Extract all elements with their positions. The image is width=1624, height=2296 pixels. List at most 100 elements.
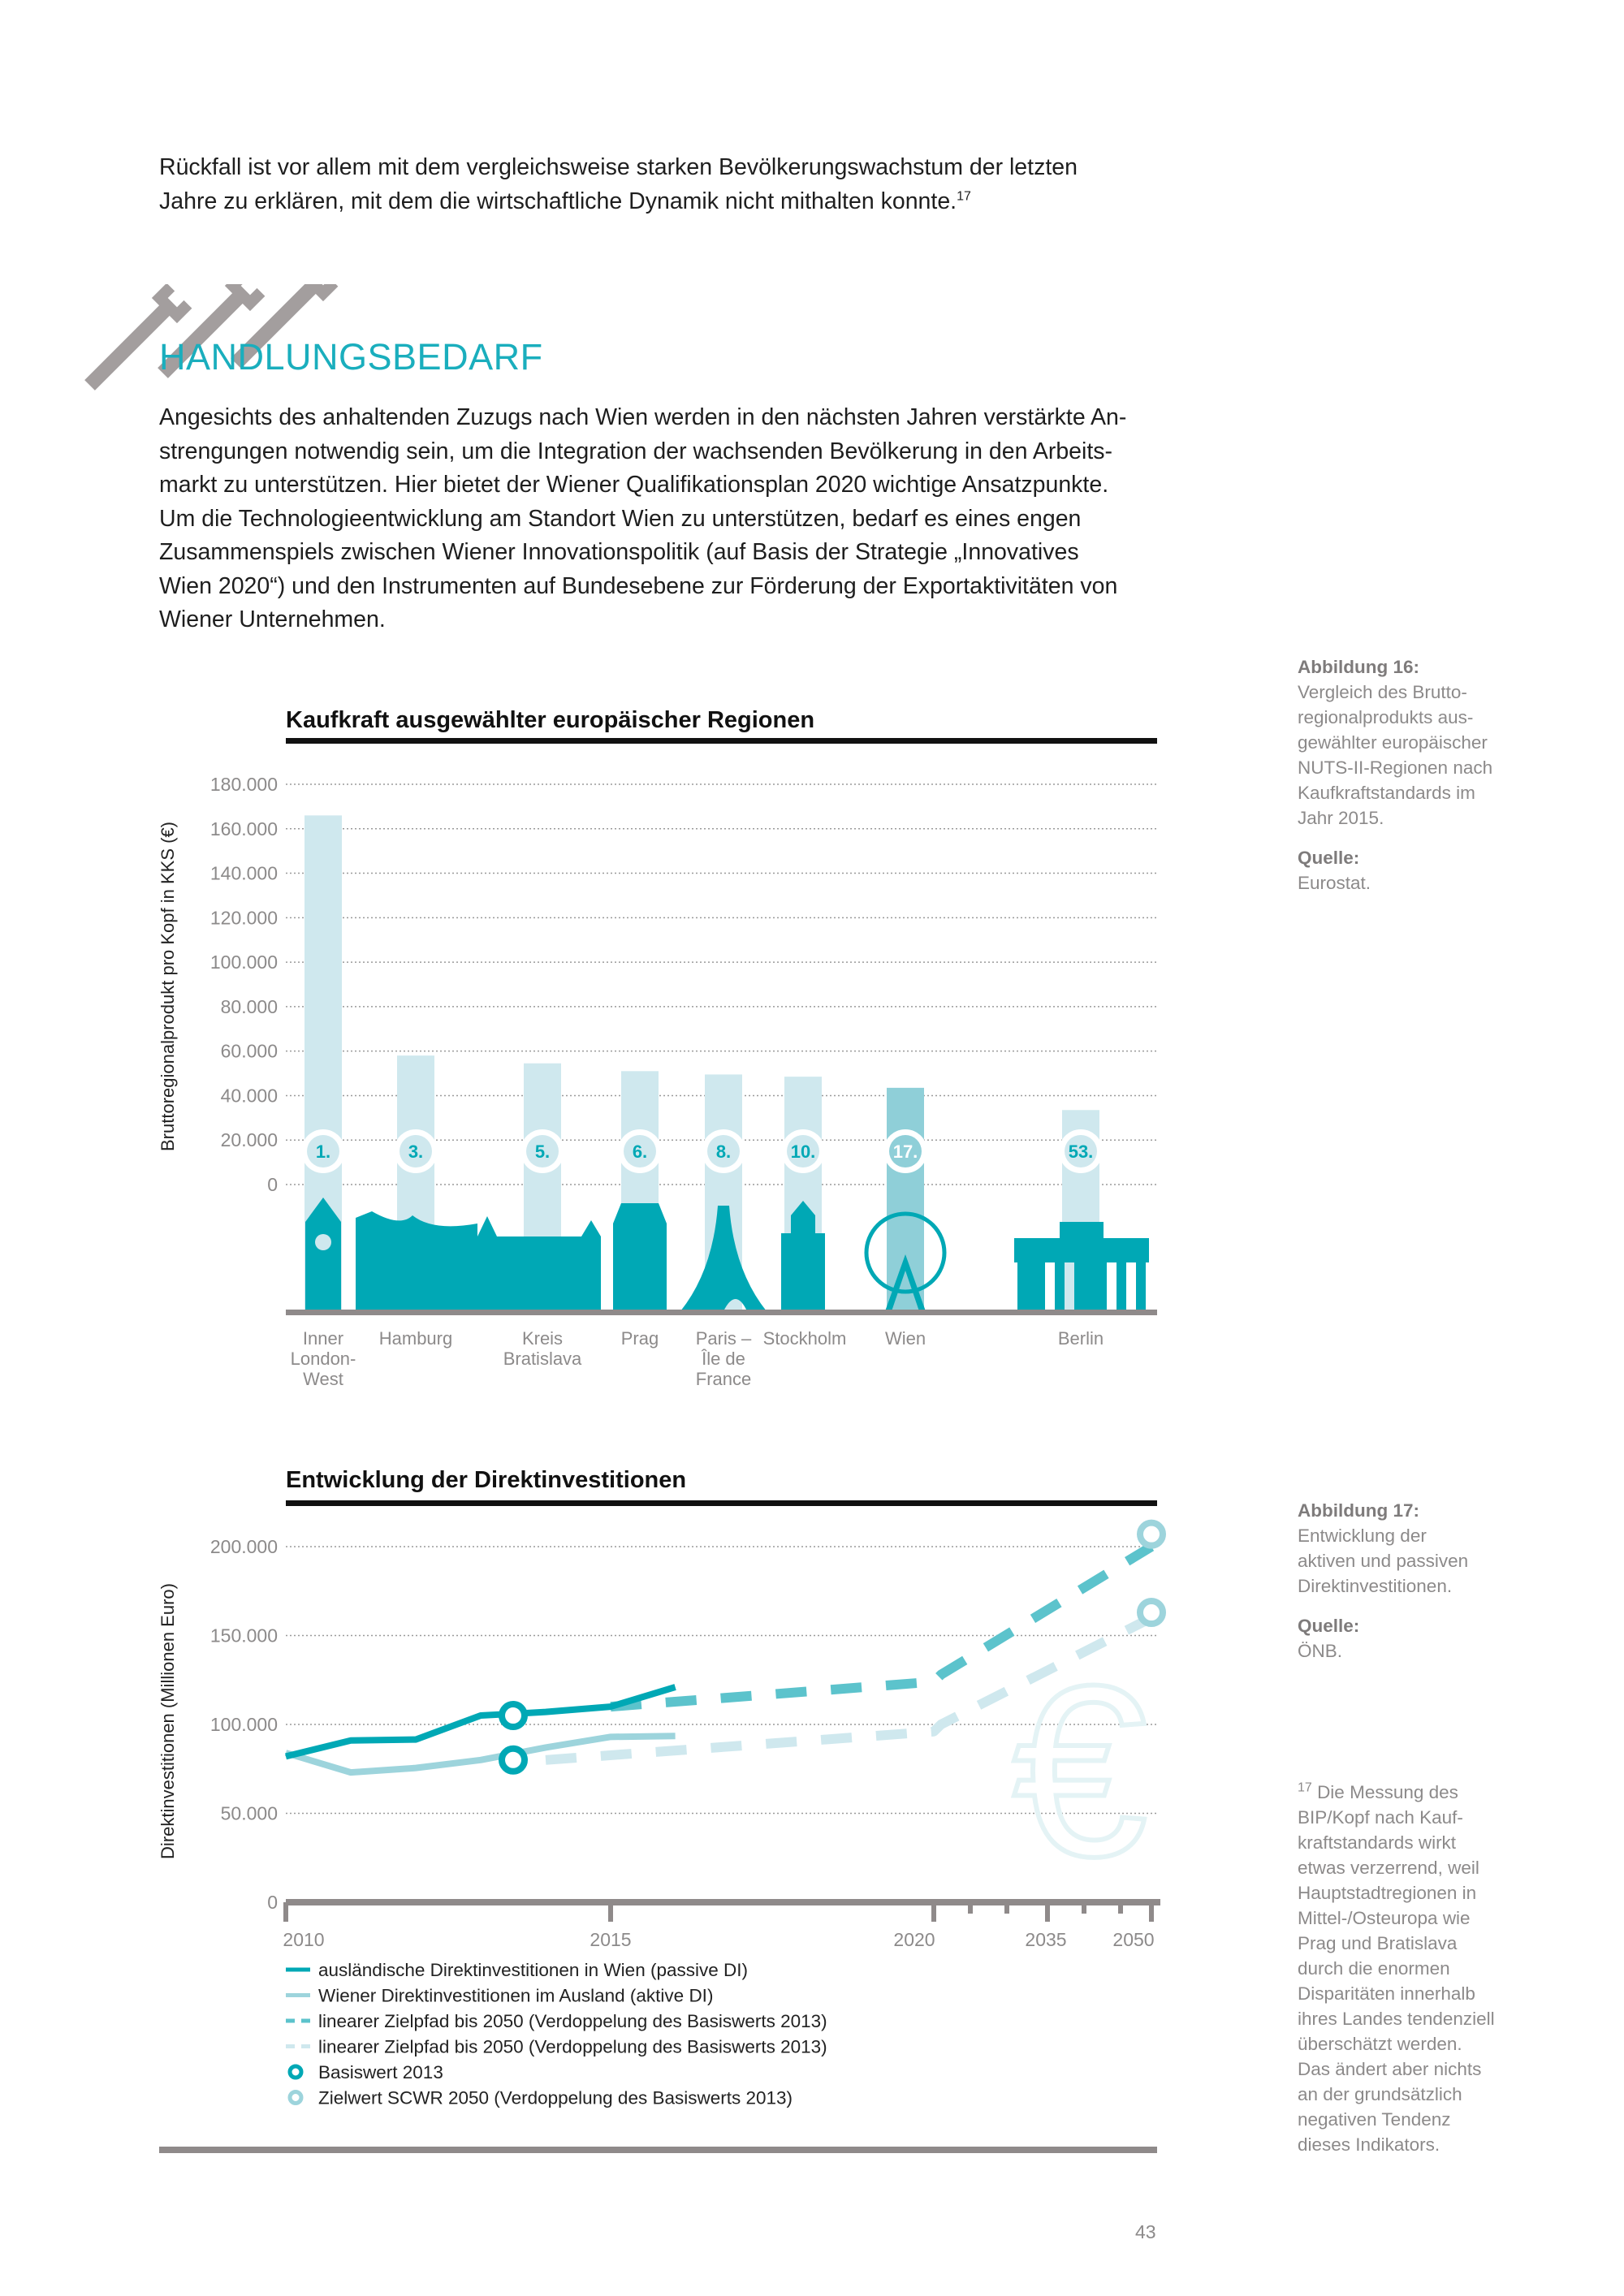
footnote-line: Disparitäten innerhalb — [1298, 1983, 1475, 2004]
paragraph-line: Zusammenspiels zwischen Wiener Innovatio… — [159, 539, 1079, 565]
intro-paragraph: Rückfall ist vor allem mit dem vergleich… — [159, 151, 1166, 218]
rank-label: 10. — [791, 1142, 816, 1162]
series-line — [284, 1733, 676, 1776]
x-tick-label: Inner — [303, 1328, 343, 1349]
footnote-line: Hauptstadtregionen in — [1298, 1883, 1477, 1903]
elbphilharmonie-icon — [356, 1211, 477, 1311]
x-minor-tick — [1118, 1902, 1123, 1914]
y-tick-label: 40.000 — [221, 1085, 278, 1106]
x-major-tick — [1149, 1902, 1154, 1922]
series-line — [285, 1684, 676, 1760]
caption-line: aktiven und passiven — [1298, 1551, 1469, 1571]
rank-badge-fill — [1065, 1135, 1097, 1167]
rank-label: 8. — [716, 1142, 731, 1162]
marker-ring — [499, 1745, 528, 1775]
x-major-tick — [608, 1902, 613, 1922]
ferris-wheel-icon — [864, 1211, 947, 1294]
x-axis-baseline — [286, 1899, 1160, 1905]
landmarks — [305, 1198, 1149, 1311]
y-tick-label: 50.000 — [221, 1803, 278, 1824]
x-tick-label: Stockholm — [763, 1328, 847, 1349]
intro-line: Jahre zu erklären, mit dem die wirtschaf… — [159, 188, 957, 214]
legend-ring-icon — [287, 2090, 304, 2105]
rank-label: 1. — [316, 1142, 330, 1162]
x-tick-label: Berlin — [1058, 1328, 1104, 1349]
section-heading: HANDLUNGSBEDARF — [159, 336, 543, 378]
rank-badge-fill — [707, 1135, 740, 1167]
wrench-icons — [84, 284, 339, 391]
x-major-tick — [1045, 1902, 1050, 1922]
y-tick-label: 20.000 — [221, 1129, 278, 1150]
chart-title: Kaufkraft ausgewählter europäischer Regi… — [286, 707, 814, 733]
purchasing-power-chart: Kaufkraft ausgewählter europäischer Regi… — [158, 707, 1157, 1389]
y-tick-label: 150.000 — [210, 1625, 278, 1646]
legend-label: Basiswert 2013 — [318, 2062, 443, 2082]
footnote-line: negativen Tendenz — [1298, 2109, 1451, 2130]
caption-line: NUTS-II-Regionen nach — [1298, 757, 1493, 778]
caption-line: Direktinvestitionen. — [1298, 1576, 1453, 1596]
x-tick-label: Bratislava — [503, 1349, 582, 1369]
bar — [887, 1087, 924, 1311]
footnote-ref[interactable]: 17 — [957, 189, 971, 203]
footnote-line: an der grundsätzlich — [1298, 2084, 1462, 2104]
y-axis-label: Bruttoregionalprodukt pro Kopf in KKS (€… — [158, 822, 178, 1151]
x-minor-tick — [1004, 1902, 1009, 1914]
footnote-line: BIP/Kopf nach Kauf- — [1298, 1807, 1463, 1828]
caption-label: Abbildung 17: — [1298, 1500, 1419, 1521]
footnote-line: überschätzt werden. — [1298, 2034, 1462, 2054]
title-rule — [286, 1500, 1157, 1506]
x-tick-label: Kreis — [522, 1328, 563, 1349]
caption-line: Vergleich des Brutto- — [1298, 682, 1467, 702]
caption-line: gewählter europäischer — [1298, 732, 1488, 753]
page-number: 43 — [1135, 2221, 1156, 2242]
y-tick-label: 0 — [267, 1174, 278, 1195]
bratislava-castle-icon — [477, 1216, 601, 1311]
rank-badge-fill — [400, 1135, 432, 1167]
y-tick-label: 0 — [267, 1892, 278, 1913]
series-line — [545, 1613, 1154, 1765]
x-minor-tick — [968, 1902, 973, 1914]
chart-title: Entwicklung der Direktinvestitionen — [286, 1467, 686, 1493]
series-line — [610, 1542, 1155, 1712]
x-tick-label: Prag — [621, 1328, 659, 1349]
caption-line: regionalprodukts aus- — [1298, 707, 1474, 727]
brandenburg-gate-icon — [1014, 1222, 1149, 1311]
big-ben-icon — [305, 1198, 341, 1311]
x-tick-label: 2010 — [283, 1929, 324, 1950]
y-tick-label: 120.000 — [210, 907, 278, 928]
footnote-line: Die Messung des — [1317, 1782, 1458, 1802]
y-tick-label: 200.000 — [210, 1536, 278, 1557]
footnote-line: Das ändert aber nichts — [1298, 2059, 1482, 2079]
source-label: Quelle: — [1298, 848, 1360, 868]
x-major-tick — [931, 1902, 936, 1922]
figure-17-caption: Abbildung 17: Entwicklung der aktiven un… — [1298, 1498, 1541, 1664]
y-tick-label: 160.000 — [210, 818, 278, 839]
ferris-wheel-stand-icon — [885, 1254, 926, 1311]
title-rule — [286, 738, 1157, 744]
section-paragraph: Angesichts des anhaltenden Zuzugs nach W… — [159, 401, 1166, 637]
x-tick-label: Paris – — [696, 1328, 752, 1349]
legend-label: linearer Zielpfad bis 2050 (Verdoppelung… — [318, 2011, 827, 2031]
caption-label: Abbildung 16: — [1298, 657, 1419, 677]
legend-ring-icon — [287, 2064, 304, 2080]
bottom-rule — [159, 2147, 1157, 2153]
paragraph-line: strengungen notwendig sein, um die Integ… — [159, 438, 1113, 464]
legend-label: ausländische Direktinvestitionen in Wien… — [318, 1960, 748, 1980]
eiffel-tower-icon — [680, 1206, 767, 1311]
paragraph-line: Wiener Unternehmen. — [159, 606, 386, 632]
x-axis-baseline — [286, 1310, 1157, 1315]
caption-line: Entwicklung der — [1298, 1526, 1427, 1546]
source-label: Quelle: — [1298, 1616, 1360, 1636]
rank-label: 53. — [1069, 1142, 1094, 1162]
paragraph-line: Wien 2020“) und den Instrumenten auf Bun… — [159, 572, 1118, 599]
x-tick-label: Île de — [701, 1349, 745, 1369]
rank-badge-fill — [787, 1135, 819, 1167]
rank-badge-fill — [307, 1135, 339, 1167]
x-tick-label: 2050 — [1112, 1929, 1154, 1950]
rank-badge-fill — [889, 1135, 922, 1167]
x-tick-label: 2020 — [893, 1929, 935, 1950]
footnote-line: ihres Landes tendenziell — [1298, 2009, 1495, 2029]
paragraph-line: markt zu unterstützen. Hier bietet der W… — [159, 472, 1109, 498]
x-tick-label: London- — [291, 1349, 356, 1369]
marker-ring — [1137, 1598, 1166, 1628]
